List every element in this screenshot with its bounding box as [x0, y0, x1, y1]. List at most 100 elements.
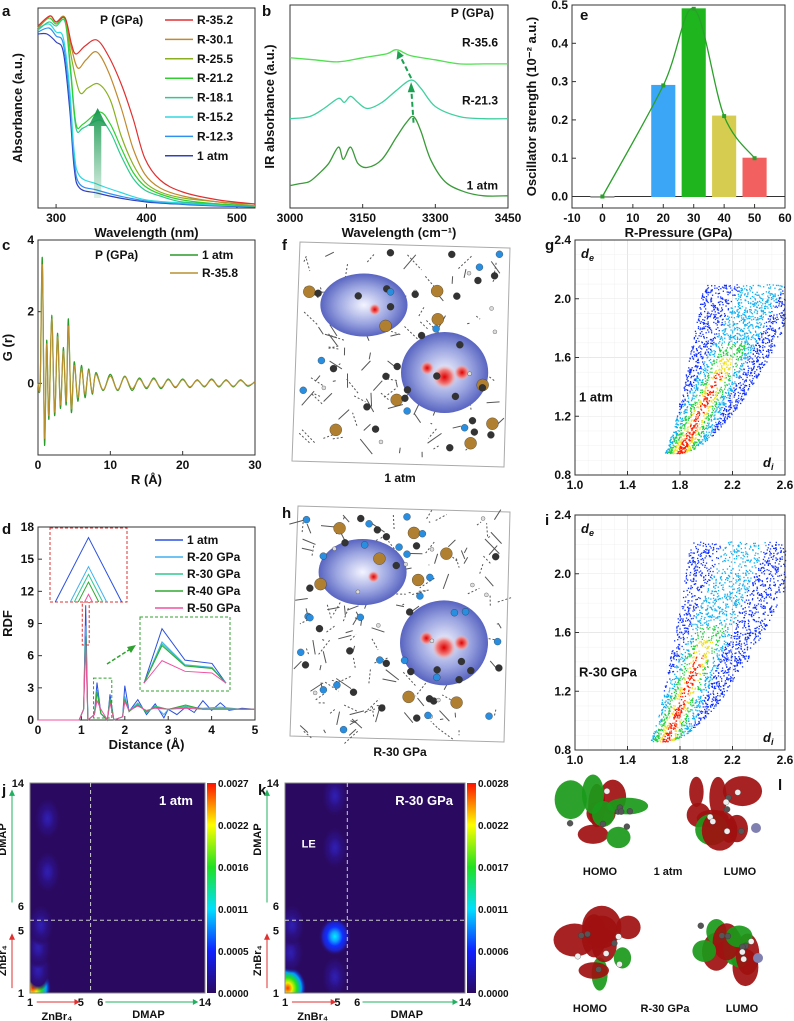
x-tick-label: -10: [563, 211, 581, 225]
scatter-point: [699, 315, 701, 318]
scatter-point: [667, 702, 669, 704]
scatter-point: [687, 450, 689, 452]
orbital-label-pressure-2: R-30 GPa: [641, 1003, 691, 1015]
scatter-point: [727, 392, 730, 395]
scatter-point: [677, 452, 679, 454]
y-tick-label: 0.2: [551, 113, 568, 127]
scatter-point: [743, 317, 745, 319]
atom: [386, 303, 395, 311]
scatter-point: [689, 447, 691, 450]
scatter-point: [733, 396, 735, 398]
scatter-point: [727, 606, 730, 608]
scatter-point: [739, 386, 741, 388]
scatter-point: [725, 603, 727, 605]
scatter-point: [760, 593, 763, 595]
scatter-point: [737, 397, 740, 399]
scatter-point: [739, 575, 741, 577]
scatter-point: [761, 311, 763, 313]
scatter-point: [715, 328, 717, 330]
scatter-point: [722, 298, 724, 300]
scatter-point: [684, 707, 686, 709]
atom: [626, 808, 634, 815]
scatter-point: [741, 305, 743, 308]
scatter-point: [686, 663, 688, 666]
scatter-point: [701, 391, 704, 394]
scatter-point: [705, 298, 707, 300]
scatter-point: [682, 703, 685, 706]
atom: [616, 961, 623, 968]
scatter-point: [754, 371, 756, 373]
bond: [342, 605, 350, 622]
scatter-point: [721, 319, 724, 321]
y-tick-label: 18: [21, 520, 35, 534]
scatter-point: [769, 541, 771, 544]
scatter-point: [725, 405, 727, 408]
scatter-point: [706, 601, 708, 603]
scatter-point: [692, 436, 694, 438]
atom: [301, 661, 310, 669]
scatter-point: [694, 687, 697, 689]
scatter-point: [744, 356, 746, 358]
scatter-point: [731, 311, 733, 313]
scatter-point: [732, 383, 734, 385]
scatter-point: [701, 572, 703, 575]
scatter-point: [743, 327, 745, 330]
orbital-lobe: [725, 925, 753, 948]
scatter-point: [709, 291, 711, 294]
scatter-point: [736, 406, 738, 408]
scatter-point: [684, 398, 686, 400]
scatter-point: [714, 418, 716, 420]
scatter-point: [745, 295, 748, 298]
scatter-point: [782, 303, 784, 306]
scatter-point: [698, 620, 700, 622]
scatter-point: [746, 357, 748, 359]
scatter-point: [758, 594, 760, 596]
scatter-point: [695, 437, 697, 439]
scatter-point: [730, 572, 732, 574]
scatter-point: [758, 307, 761, 310]
scatter-point: [702, 602, 704, 604]
scatter-point: [783, 314, 785, 316]
scatter-point: [707, 317, 709, 319]
scatter-point: [715, 409, 717, 412]
scatter-point: [681, 724, 683, 726]
scatter-point: [750, 288, 753, 290]
y-axis-label: de: [581, 246, 594, 263]
scatter-point: [739, 291, 741, 294]
scatter-point: [750, 632, 752, 634]
scatter-point: [784, 576, 787, 578]
scatter-point: [721, 579, 723, 581]
scatter-point: [771, 605, 773, 607]
scatter-point: [694, 330, 697, 332]
scatter-point: [690, 723, 692, 725]
scatter-point: [695, 354, 697, 357]
scatter-point: [670, 447, 672, 449]
scatter-point: [743, 357, 745, 359]
data-point: [722, 114, 727, 119]
scatter-point: [719, 412, 721, 414]
scatter-point: [692, 638, 694, 641]
scatter-point: [741, 400, 743, 402]
scatter-point: [689, 448, 691, 451]
scatter-point: [722, 396, 724, 399]
scatter-point: [757, 322, 759, 325]
scatter-point: [768, 292, 770, 294]
scatter-point: [678, 636, 680, 639]
scatter-point: [682, 633, 684, 636]
scatter-point: [744, 393, 746, 395]
scatter-point: [699, 395, 701, 397]
scatter-point: [739, 367, 741, 369]
scatter-point: [745, 347, 747, 350]
scatter-point: [781, 316, 783, 319]
scatter-point: [745, 316, 747, 318]
scatter-point: [712, 667, 714, 669]
scatter-point: [690, 414, 692, 417]
scatter-point: [697, 380, 699, 382]
scatter-point: [703, 319, 706, 321]
scatter-point: [689, 369, 691, 371]
scatter-point: [670, 735, 672, 737]
scatter-point: [706, 672, 708, 675]
scatter-point: [691, 389, 693, 391]
scatter-point: [737, 308, 739, 311]
y-tick-label: 0.1: [551, 151, 568, 165]
